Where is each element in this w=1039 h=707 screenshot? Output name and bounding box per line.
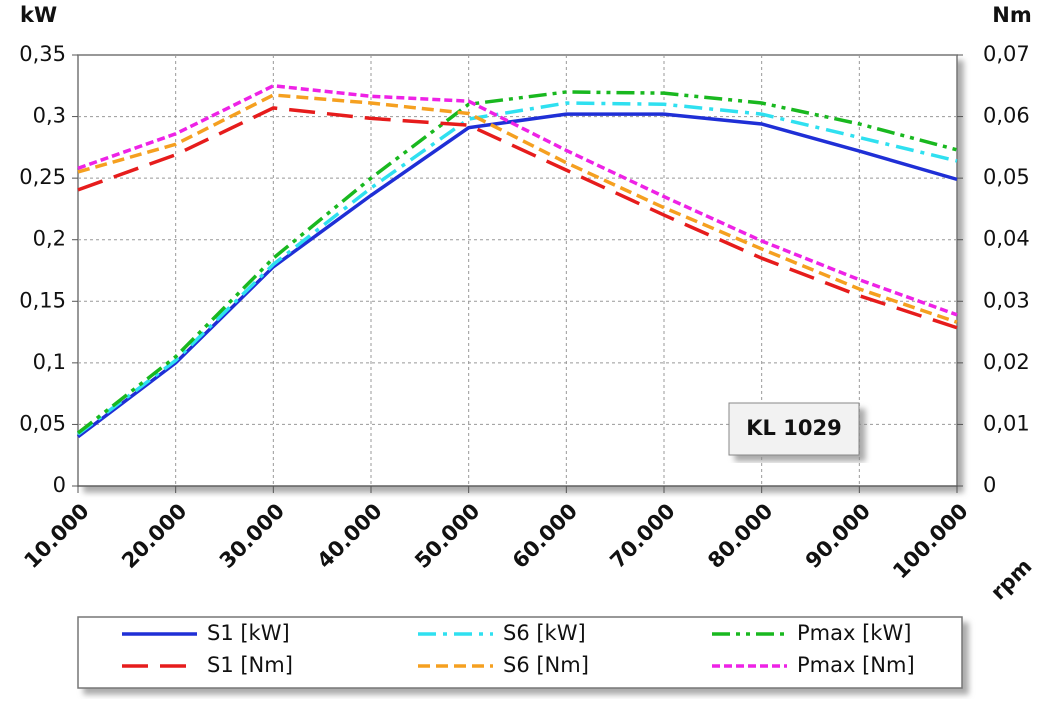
- y-tick-label: 0,05: [19, 411, 66, 435]
- annotation: KL 1029: [746, 416, 841, 440]
- y2-tick-label: 0,02: [983, 350, 1030, 374]
- y-tick-label: 0,2: [33, 227, 66, 251]
- legend-label: S1 [kW]: [207, 621, 290, 645]
- y-tick-label: 0,35: [19, 42, 66, 66]
- annotation-box: [728, 402, 860, 456]
- y2-tick-label: 0,05: [983, 165, 1030, 189]
- x-tick-label: 100.000: [888, 499, 973, 584]
- series-line: [76, 90, 958, 435]
- x-tick-label: 10.000: [19, 499, 93, 573]
- y-tick-label: 0,15: [19, 288, 66, 312]
- x-tick-label: 80.000: [703, 499, 777, 573]
- y2-tick-label: 0,07: [983, 42, 1030, 66]
- x-tick-label: 20.000: [117, 499, 191, 573]
- x-tick-label: 90.000: [801, 499, 875, 573]
- y2-tick-label: 0,01: [983, 411, 1030, 435]
- x-tick-label: 40.000: [312, 499, 386, 573]
- legend-label: Pmax [kW]: [797, 621, 911, 645]
- series-line: [77, 83, 958, 317]
- y2-axis-label: Nm: [992, 3, 1031, 27]
- y-tick-label: 0,25: [19, 165, 66, 189]
- x-tick-label: 70.000: [605, 499, 679, 573]
- y2-tick-label: 0,03: [983, 288, 1030, 312]
- y2-tick-label: 0,06: [983, 104, 1030, 128]
- legend: [77, 616, 963, 689]
- legend-label: S6 [kW]: [503, 621, 586, 645]
- series-line: [76, 101, 958, 436]
- x-tick-label: 60.000: [508, 499, 582, 573]
- y-tick-label: 0,3: [33, 104, 66, 128]
- series-line: [77, 93, 958, 324]
- y-tick-label: 0,1: [33, 350, 66, 374]
- y2-tick-label: 0,04: [983, 227, 1030, 251]
- x-tick-label: 30.000: [215, 499, 289, 573]
- y-axis-label: kW: [20, 3, 57, 27]
- series-line: [76, 112, 958, 439]
- y2-tick-label: 0: [983, 473, 996, 497]
- legend-label: Pmax [Nm]: [797, 653, 915, 677]
- x-axis-label: rpm: [986, 554, 1036, 604]
- legend-label: S6 [Nm]: [503, 653, 589, 677]
- x-tick-label: 50.000: [410, 499, 484, 573]
- legend-label: S1 [Nm]: [207, 653, 293, 677]
- series-line: [77, 106, 958, 330]
- y-tick-label: 0: [53, 473, 66, 497]
